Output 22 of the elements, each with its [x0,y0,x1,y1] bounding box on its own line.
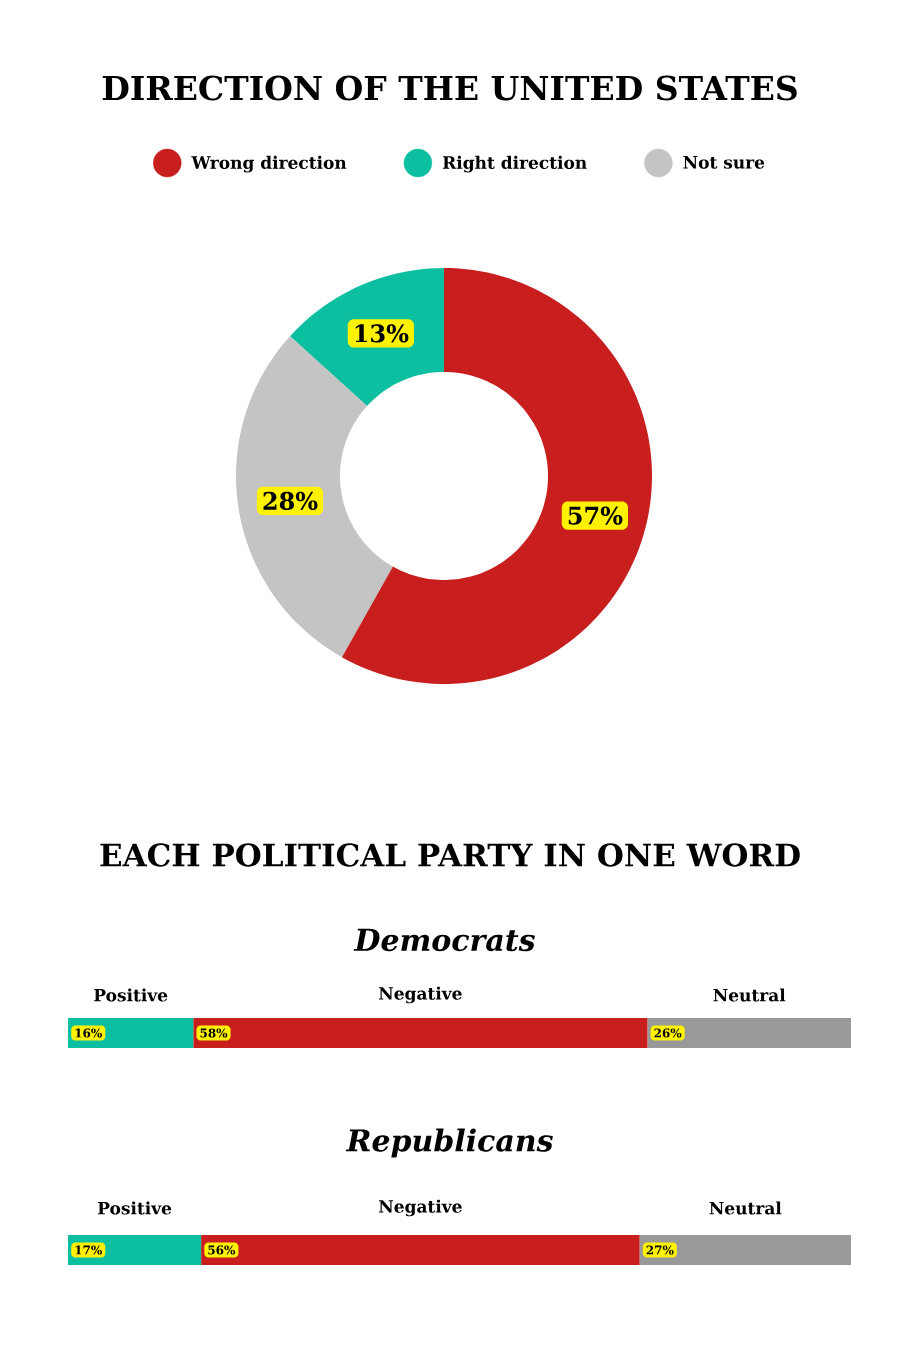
chart-title: Republicans [345,1128,553,1158]
series-label: Negative [378,1199,462,1217]
legend-label: Right direction [442,155,587,173]
chart-title: DIRECTION OF THE UNITED STATES [102,75,797,101]
data-label: 58% [200,1028,228,1038]
data-label: 57% [568,506,623,525]
series-label: Positive [94,988,168,1002]
data-label: 56% [208,1245,236,1255]
series-label: Neutral [713,988,786,1002]
series-label: Positive [98,1201,172,1215]
data-label: 17% [75,1245,103,1255]
data-label: 16% [75,1028,103,1038]
chart-title: EACH POLITICAL PARTY IN ONE WORD [100,843,800,867]
data-label: 26% [654,1028,682,1038]
legend-label: Not sure [683,156,765,169]
data-label: 13% [355,324,409,343]
data-label: 27% [646,1245,674,1255]
data-label: 28% [263,491,318,510]
legend-label: Wrong direction [191,155,347,173]
series-label: Negative [378,986,462,1004]
series-label: Neutral [709,1201,782,1215]
chart-subtitle: Democrats [353,928,535,952]
